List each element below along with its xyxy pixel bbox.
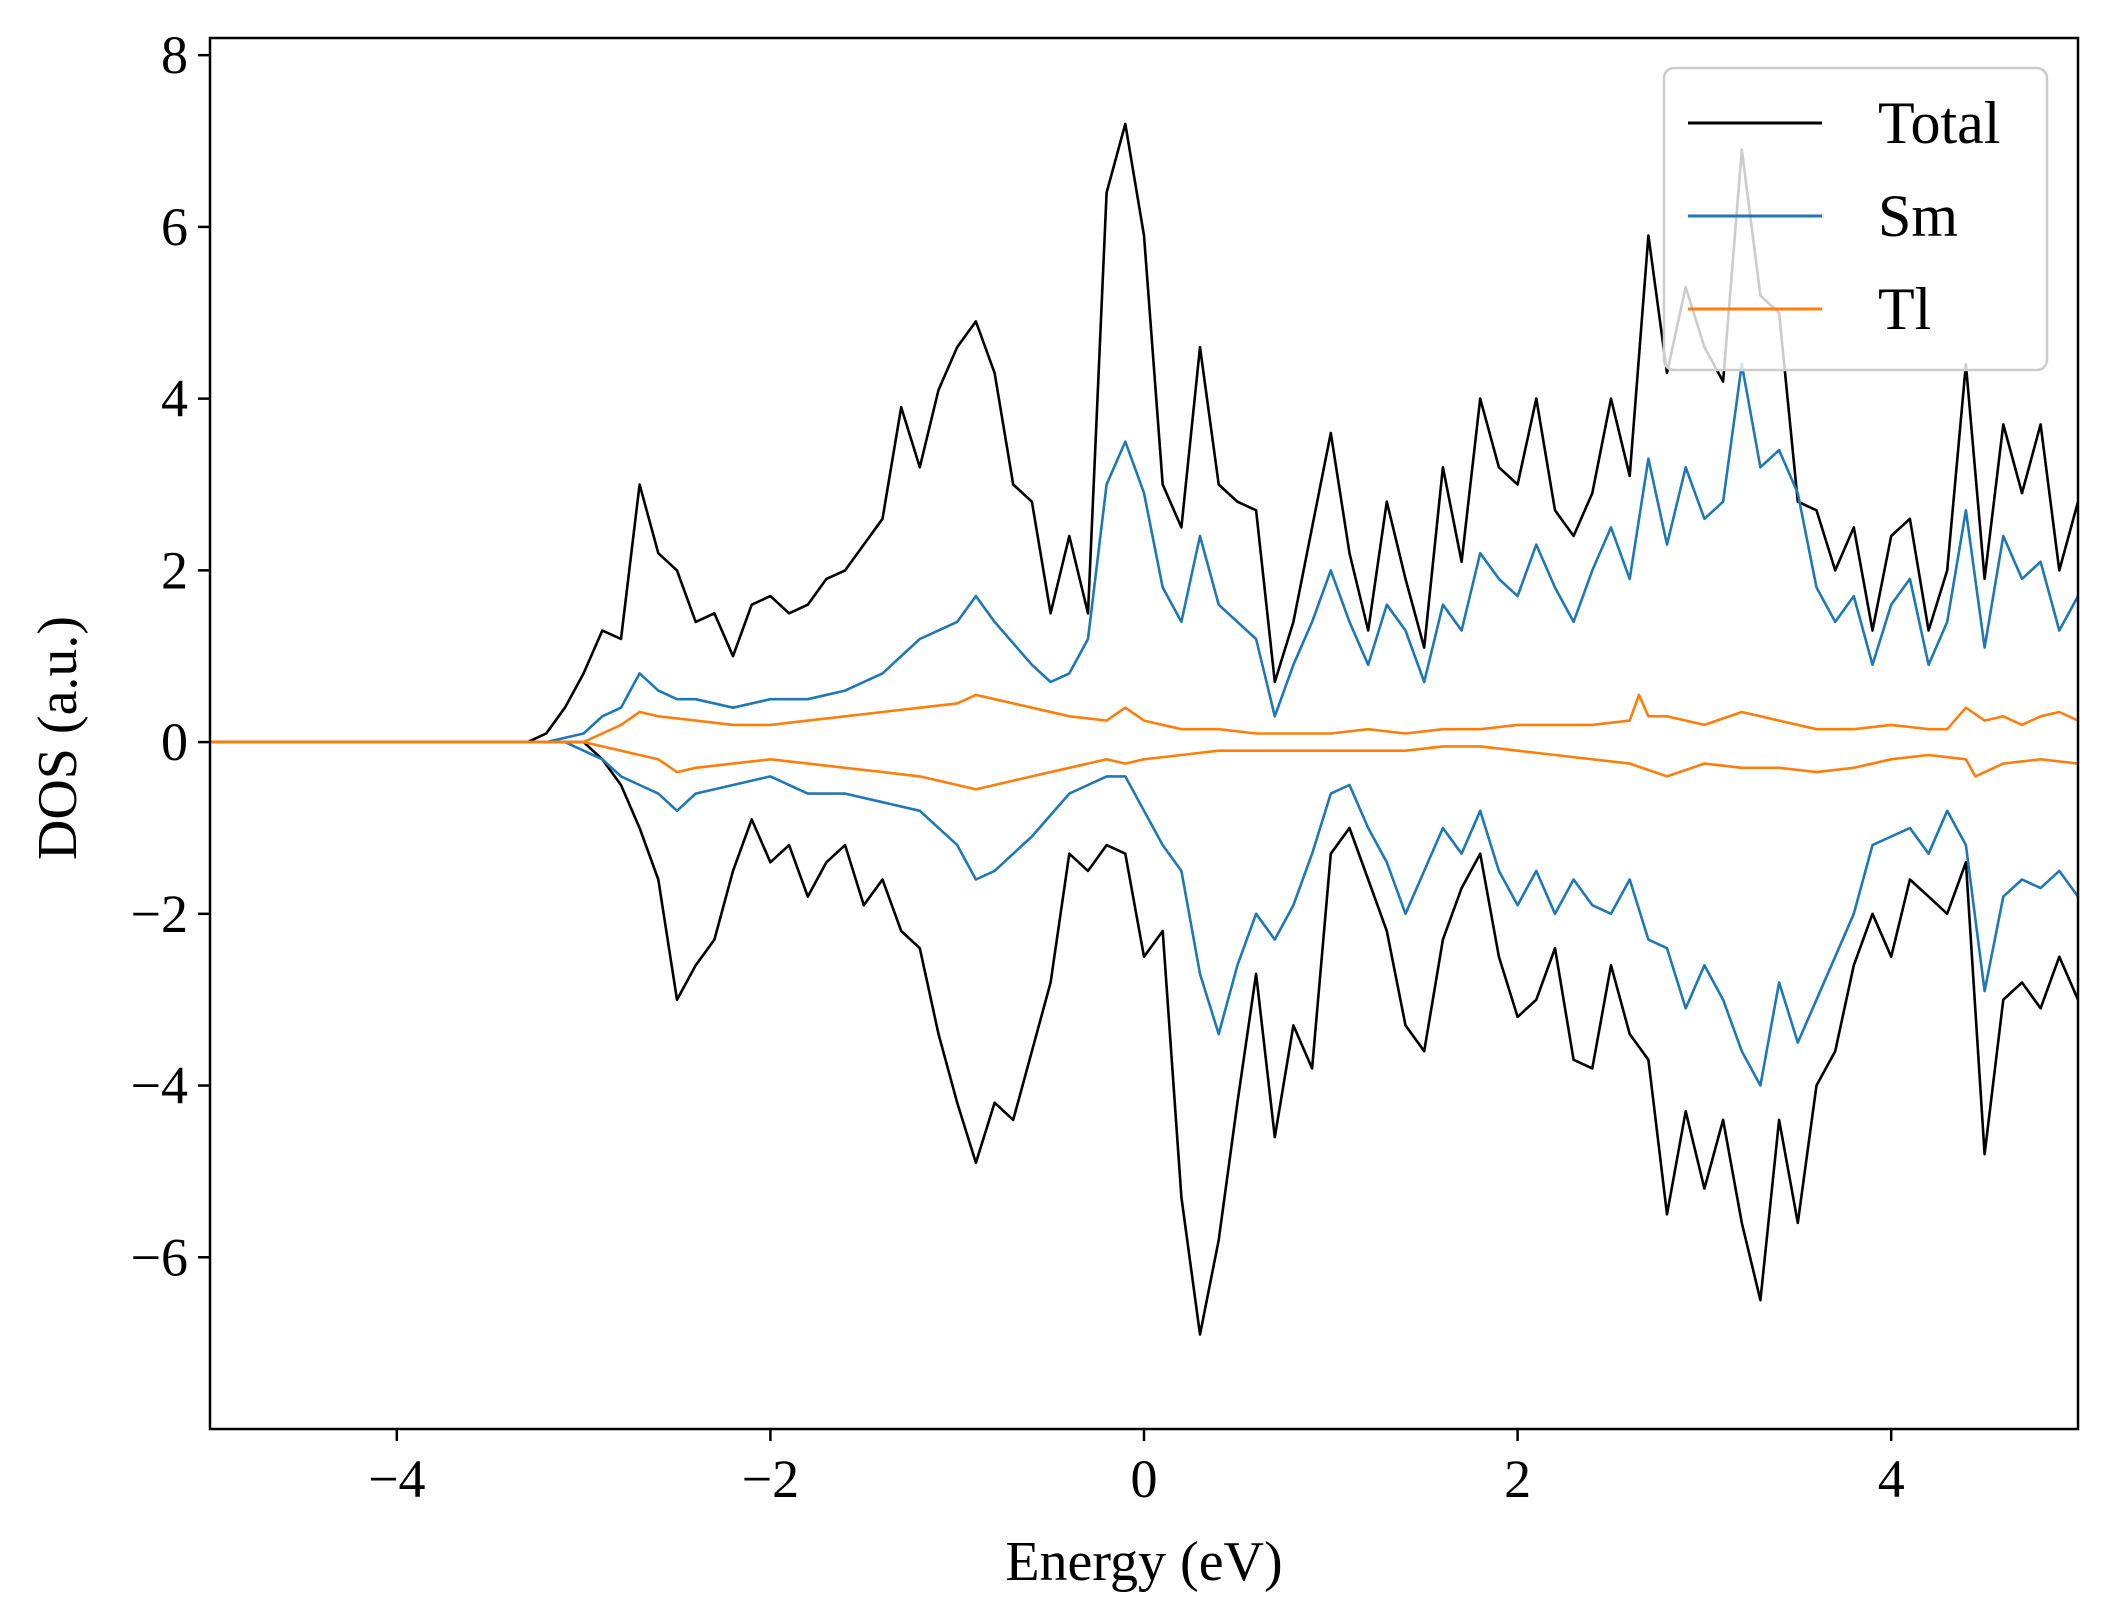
legend-label: Total bbox=[1878, 90, 2000, 156]
y-tick-label: −4 bbox=[131, 1056, 188, 1116]
x-axis-label: Energy (eV) bbox=[1005, 1531, 1282, 1593]
series-line-1 bbox=[210, 740, 2080, 1336]
y-tick-label: 0 bbox=[161, 712, 188, 772]
x-tick-label: 4 bbox=[1878, 1449, 1905, 1509]
series-line-5 bbox=[210, 740, 2079, 791]
y-tick-label: 4 bbox=[161, 369, 188, 429]
legend-label: Sm bbox=[1878, 183, 1958, 249]
series-line-4 bbox=[210, 693, 2079, 744]
series-line-0 bbox=[210, 122, 2080, 744]
y-tick-label: −2 bbox=[131, 884, 188, 944]
y-tick-label: −6 bbox=[131, 1227, 188, 1287]
series-line-2 bbox=[210, 362, 2080, 744]
series-line-3 bbox=[210, 740, 2080, 1087]
y-axis-label: DOS (a.u.) bbox=[27, 616, 89, 860]
legend-label: Tl bbox=[1878, 276, 1931, 342]
legend-box bbox=[1662, 66, 2049, 372]
y-tick-label: 6 bbox=[161, 197, 188, 257]
series-layer bbox=[210, 122, 2080, 1336]
x-tick-label: 2 bbox=[1504, 1449, 1531, 1509]
x-tick-label: −2 bbox=[742, 1449, 799, 1509]
legend: Total Sm Tl bbox=[1662, 66, 2049, 372]
y-tick-label: 2 bbox=[161, 540, 188, 600]
tick-layer: −4 −2 0 2 4 −6 −4 −2 0 2 4 6 8 bbox=[131, 25, 1905, 1509]
legend-entries: Total Sm Tl bbox=[1688, 90, 2000, 342]
y-tick-label: 8 bbox=[161, 25, 188, 85]
x-tick-label: −4 bbox=[368, 1449, 425, 1509]
x-tick-label: 0 bbox=[1131, 1449, 1158, 1509]
